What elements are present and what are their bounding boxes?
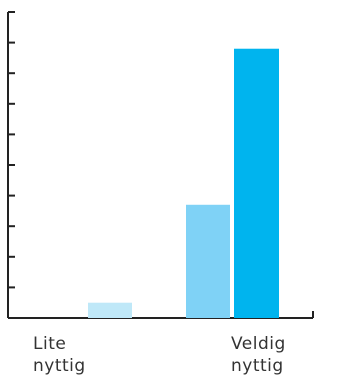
x-label-high-line1: Veldig xyxy=(231,334,286,354)
x-label-high-line2: nyttig xyxy=(231,356,284,376)
y-axis-ticks xyxy=(8,11,15,289)
bar-4 xyxy=(234,48,279,318)
x-label-low-line1: Lite xyxy=(33,334,67,354)
x-label-high: Veldig nyttig xyxy=(231,333,286,377)
bars xyxy=(88,48,279,318)
x-label-low-line2: nyttig xyxy=(33,356,86,376)
bar-3 xyxy=(186,204,230,318)
bar-2 xyxy=(88,302,132,318)
x-label-low: Lite nyttig xyxy=(33,333,86,377)
